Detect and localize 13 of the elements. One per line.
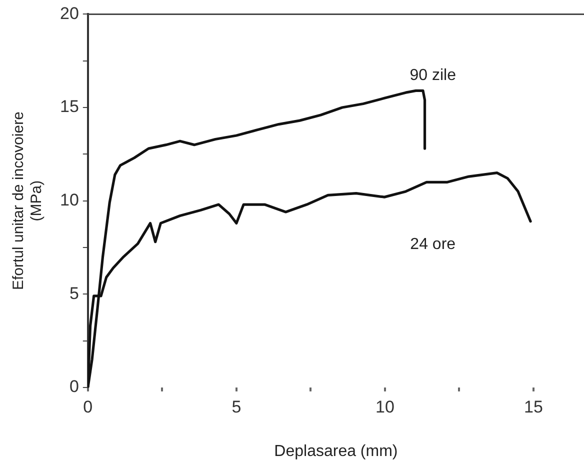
x-tick-label: 15 (524, 397, 543, 416)
y-tick-label: 10 (60, 190, 79, 210)
y-axis-title: Efortul unitar de incovoiere (MPa) (10, 112, 46, 290)
y-tick-label: 5 (69, 284, 79, 303)
y-tick-label: 0 (69, 377, 79, 396)
series-label: 90 zile (410, 67, 456, 84)
x-tick-label: 10 (376, 397, 394, 416)
x-tick-label: 5 (232, 397, 242, 416)
x-axis-title: Deplasarea (mm) (274, 442, 398, 460)
text: 24 ore (410, 236, 456, 253)
y-tick-label: 20 (60, 4, 79, 23)
y-tick-label: 15 (60, 97, 79, 116)
x-tick-label: 0 (83, 397, 93, 416)
